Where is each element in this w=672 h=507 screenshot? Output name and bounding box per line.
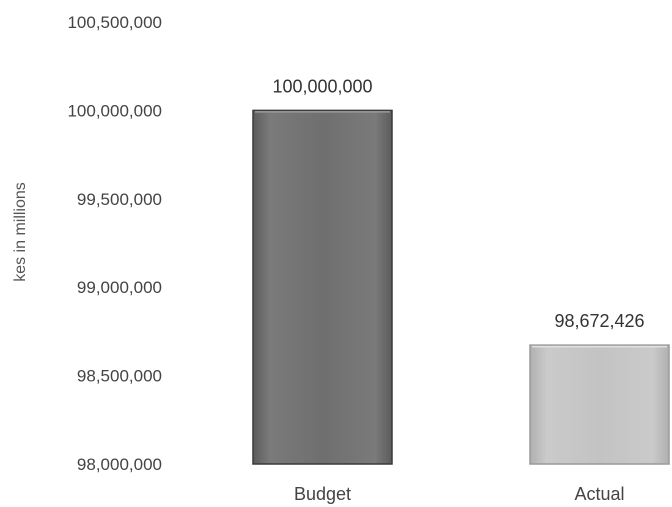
data-label-budget: 100,000,000 — [272, 76, 372, 96]
category-labels: Budget Actual — [294, 484, 625, 504]
y-tick-label: 100,000,000 — [67, 101, 162, 120]
y-axis-title: kes in millions — [12, 182, 29, 282]
y-tick-label: 100,500,000 — [67, 13, 162, 32]
y-tick-label: 99,000,000 — [77, 278, 162, 297]
bars — [252, 109, 670, 465]
bar-budget — [252, 109, 393, 465]
category-label-budget: Budget — [294, 484, 351, 504]
category-label-actual: Actual — [574, 484, 624, 504]
y-axis-tick-labels: 98,000,000 98,500,000 99,000,000 99,500,000… — [67, 13, 162, 474]
data-label-actual: 98,672,426 — [554, 311, 644, 331]
data-labels: 100,000,000 98,672,426 — [272, 76, 644, 331]
y-tick-label: 98,500,000 — [77, 367, 162, 386]
y-tick-label: 99,500,000 — [77, 190, 162, 209]
bar-actual — [529, 344, 670, 465]
y-tick-label: 98,000,000 — [77, 455, 162, 474]
